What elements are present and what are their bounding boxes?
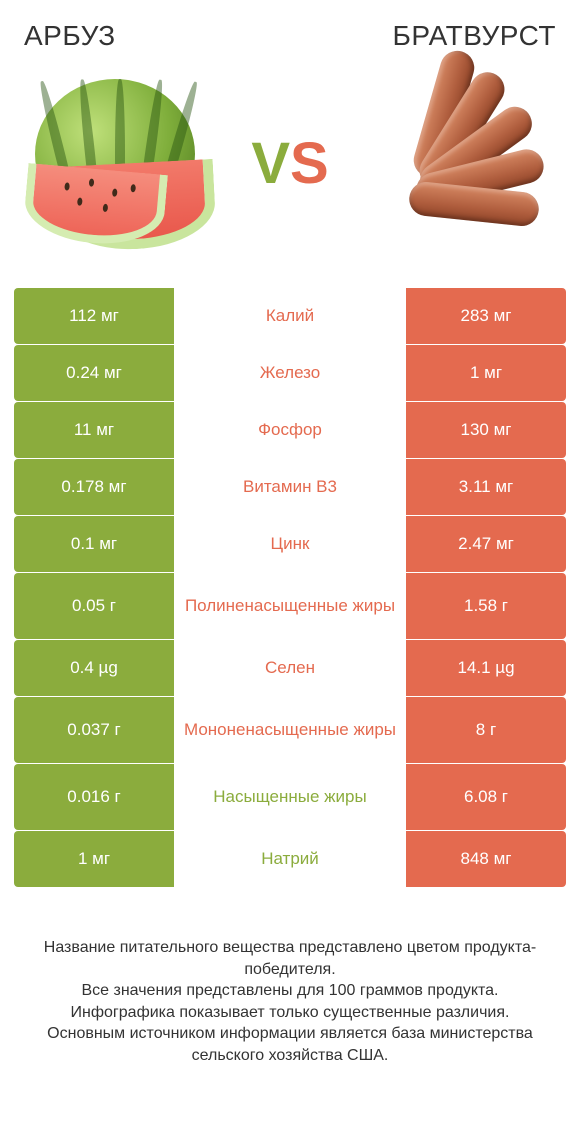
watermelon-image bbox=[20, 64, 220, 264]
comparison-row: 0.24 мгЖелезо1 мг bbox=[14, 345, 566, 401]
vs-icon: VS bbox=[251, 135, 328, 193]
image-row: VS bbox=[14, 64, 566, 264]
comparison-row: 0.178 мгВитамин B33.11 мг bbox=[14, 459, 566, 515]
comparison-row: 0.1 мгЦинк2.47 мг bbox=[14, 516, 566, 572]
nutrient-label: Натрий bbox=[174, 831, 406, 887]
nutrient-label: Железо bbox=[174, 345, 406, 401]
footer-line: Название питательного вещества представл… bbox=[22, 937, 558, 980]
right-value: 1 мг bbox=[406, 345, 566, 401]
left-value: 11 мг bbox=[14, 402, 174, 458]
right-value: 1.58 г bbox=[406, 573, 566, 639]
right-value: 6.08 г bbox=[406, 764, 566, 830]
right-value: 848 мг bbox=[406, 831, 566, 887]
right-value: 3.11 мг bbox=[406, 459, 566, 515]
header: АРБУЗ БРАТВУРСТ bbox=[14, 20, 566, 52]
right-title: БРАТВУРСТ bbox=[290, 20, 556, 52]
footer-line: Все значения представлены для 100 граммо… bbox=[22, 980, 558, 1002]
footer-line: Инфографика показывает только существенн… bbox=[22, 1002, 558, 1024]
nutrient-label: Полиненасыщенные жиры bbox=[174, 573, 406, 639]
comparison-row: 0.016 гНасыщенные жиры6.08 г bbox=[14, 764, 566, 830]
right-value: 130 мг bbox=[406, 402, 566, 458]
left-value: 0.037 г bbox=[14, 697, 174, 763]
left-value: 0.4 µg bbox=[14, 640, 174, 696]
nutrient-label: Витамин B3 bbox=[174, 459, 406, 515]
left-value: 0.24 мг bbox=[14, 345, 174, 401]
right-value: 8 г bbox=[406, 697, 566, 763]
left-value: 0.05 г bbox=[14, 573, 174, 639]
left-value: 112 мг bbox=[14, 288, 174, 344]
nutrient-label: Мононенасыщенные жиры bbox=[174, 697, 406, 763]
footer-text: Название питательного вещества представл… bbox=[14, 937, 566, 1067]
nutrient-label: Селен bbox=[174, 640, 406, 696]
nutrient-label: Калий bbox=[174, 288, 406, 344]
nutrient-label: Цинк bbox=[174, 516, 406, 572]
comparison-row: 0.4 µgСелен14.1 µg bbox=[14, 640, 566, 696]
left-value: 0.016 г bbox=[14, 764, 174, 830]
comparison-row: 0.037 гМононенасыщенные жиры8 г bbox=[14, 697, 566, 763]
right-value: 14.1 µg bbox=[406, 640, 566, 696]
infographic: АРБУЗ БРАТВУРСТ bbox=[0, 0, 580, 1067]
nutrient-label: Фосфор bbox=[174, 402, 406, 458]
left-value: 0.1 мг bbox=[14, 516, 174, 572]
footer-line: Основным источником информации является … bbox=[22, 1023, 558, 1066]
nutrient-label: Насыщенные жиры bbox=[174, 764, 406, 830]
left-title: АРБУЗ bbox=[24, 20, 290, 52]
comparison-row: 0.05 гПолиненасыщенные жиры1.58 г bbox=[14, 573, 566, 639]
left-value: 0.178 мг bbox=[14, 459, 174, 515]
right-value: 283 мг bbox=[406, 288, 566, 344]
comparison-row: 112 мгКалий283 мг bbox=[14, 288, 566, 344]
left-value: 1 мг bbox=[14, 831, 174, 887]
comparison-row: 1 мгНатрий848 мг bbox=[14, 831, 566, 887]
right-value: 2.47 мг bbox=[406, 516, 566, 572]
vs-letter-s: S bbox=[290, 135, 329, 193]
sausages-image bbox=[360, 64, 560, 264]
vs-letter-v: V bbox=[251, 135, 290, 193]
comparison-row: 11 мгФосфор130 мг bbox=[14, 402, 566, 458]
comparison-table: 112 мгКалий283 мг0.24 мгЖелезо1 мг11 мгФ… bbox=[14, 288, 566, 887]
